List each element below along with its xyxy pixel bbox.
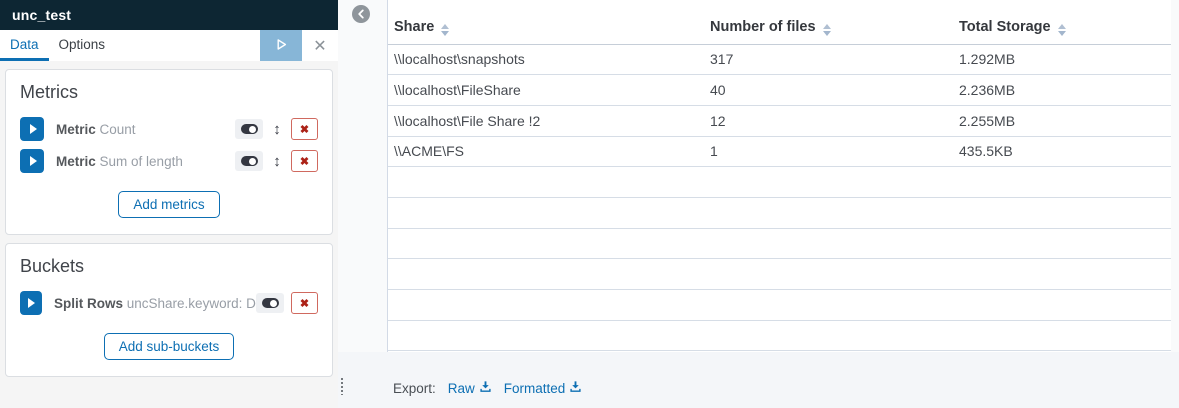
- export-raw-link[interactable]: Raw: [448, 380, 492, 396]
- cell-number-of-files: 40: [704, 74, 953, 106]
- agg-type-label: Metric: [56, 121, 96, 137]
- download-icon: [569, 380, 582, 396]
- remove-agg-button[interactable]: ✖: [291, 118, 318, 140]
- metric-row: Metric Sum of length ↕ ✖: [20, 145, 318, 177]
- cell-share: \\localhost\File Share !2: [388, 105, 704, 137]
- buckets-title: Buckets: [20, 256, 85, 276]
- cell-number-of-files: 1: [704, 136, 953, 168]
- apply-changes-button[interactable]: [260, 30, 302, 61]
- visualization-panel: Share Number of files Total Storage \\lo…: [338, 0, 1179, 408]
- table-row: \\localhost\FileShare 40 2.236MB: [388, 74, 1171, 106]
- table-row-empty: [388, 197, 1171, 229]
- cell-share: \\localhost\FileShare: [388, 74, 704, 106]
- close-icon: ✕: [313, 37, 327, 55]
- expand-agg-button[interactable]: [20, 149, 44, 173]
- column-header-number-of-files[interactable]: Number of files: [704, 0, 953, 45]
- table-row-empty: [388, 289, 1171, 321]
- column-label: Number of files: [710, 18, 816, 35]
- buckets-panel: Buckets Split Rows uncShare.keyword: De.…: [5, 243, 333, 377]
- caret-right-icon: [29, 156, 37, 166]
- play-icon: [275, 38, 288, 54]
- cell-share: \\localhost\snapshots: [388, 44, 704, 76]
- results-table-container: Share Number of files Total Storage \\lo…: [387, 0, 1171, 352]
- tab-options[interactable]: Options: [58, 36, 106, 52]
- cell-total-storage: 435.5KB: [953, 136, 1171, 168]
- panel-resize-handle[interactable]: [341, 378, 343, 395]
- sort-icon: [822, 23, 831, 36]
- column-header-total-storage[interactable]: Total Storage: [953, 0, 1171, 45]
- table-row-empty: [388, 258, 1171, 290]
- vis-title: unc_test: [0, 0, 338, 30]
- toggle-agg-button[interactable]: [235, 151, 263, 171]
- agg-description: uncShare.keyword: De...: [126, 295, 256, 311]
- move-updown-icon[interactable]: ↕: [273, 120, 281, 138]
- expand-agg-button[interactable]: [20, 291, 42, 315]
- tab-data[interactable]: Data: [0, 30, 49, 61]
- export-formatted-link[interactable]: Formatted: [504, 380, 583, 396]
- remove-agg-button[interactable]: ✖: [291, 150, 318, 172]
- expand-agg-button[interactable]: [20, 117, 44, 141]
- cell-total-storage: 2.255MB: [953, 105, 1171, 137]
- add-sub-buckets-button[interactable]: Add sub-buckets: [103, 333, 235, 360]
- column-label: Total Storage: [959, 18, 1051, 35]
- agg-type-label: Split Rows: [53, 295, 123, 311]
- export-label: Export:: [393, 380, 436, 396]
- metrics-title: Metrics: [20, 82, 78, 102]
- sort-icon: [441, 23, 450, 36]
- agg-description: Sum of length: [99, 153, 183, 169]
- bucket-row: Split Rows uncShare.keyword: De... ✖: [20, 287, 318, 319]
- toggle-agg-button[interactable]: [235, 119, 263, 139]
- metrics-panel: Metrics Metric Count ↕ ✖ Metric Sum of l…: [5, 69, 333, 235]
- column-header-share[interactable]: Share: [388, 0, 704, 45]
- toggle-switch-icon: [240, 156, 258, 166]
- remove-agg-button[interactable]: ✖: [291, 292, 318, 314]
- column-label: Share: [394, 18, 435, 35]
- add-metrics-button[interactable]: Add metrics: [118, 191, 220, 218]
- table-row: \\ACME\FS 1 435.5KB: [388, 136, 1171, 168]
- remove-x-icon: ✖: [299, 155, 310, 168]
- caret-right-icon: [29, 124, 37, 134]
- cell-share: \\ACME\FS: [388, 136, 704, 168]
- table-row-empty: [388, 166, 1171, 198]
- cell-number-of-files: 317: [704, 44, 953, 76]
- move-updown-icon[interactable]: ↕: [273, 152, 281, 170]
- close-editor-button[interactable]: ✕: [302, 30, 338, 61]
- chevron-left-circle-icon: [352, 5, 370, 26]
- collapse-sidebar-button[interactable]: [352, 5, 370, 23]
- remove-x-icon: ✖: [299, 297, 310, 310]
- cell-number-of-files: 12: [704, 105, 953, 137]
- vis-editor-sidebar: unc_test Data Options ✕ Metrics Metric C…: [0, 0, 338, 408]
- table-row: \\localhost\snapshots 317 1.292MB: [388, 44, 1171, 76]
- spy-panel-footer: Export: Raw Formatted: [338, 352, 1179, 408]
- table-row: \\localhost\File Share !2 12 2.255MB: [388, 105, 1171, 137]
- toggle-switch-icon: [261, 298, 279, 308]
- remove-x-icon: ✖: [299, 123, 310, 136]
- cell-total-storage: 1.292MB: [953, 44, 1171, 76]
- results-table: Share Number of files Total Storage \\lo…: [388, 0, 1171, 352]
- table-row-empty: [388, 228, 1171, 260]
- agg-type-label: Metric: [56, 153, 96, 169]
- toggle-agg-button[interactable]: [256, 293, 284, 313]
- toggle-switch-icon: [240, 124, 258, 134]
- sidebar-tabbar: Data Options ✕: [0, 30, 338, 61]
- download-icon: [479, 380, 492, 396]
- sort-icon: [1057, 23, 1066, 36]
- table-row-empty: [388, 320, 1171, 352]
- table-header-row: Share Number of files Total Storage: [388, 0, 1171, 45]
- metric-row: Metric Count ↕ ✖: [20, 113, 318, 145]
- cell-total-storage: 2.236MB: [953, 74, 1171, 106]
- caret-right-icon: [28, 298, 36, 308]
- agg-description: Count: [99, 121, 136, 137]
